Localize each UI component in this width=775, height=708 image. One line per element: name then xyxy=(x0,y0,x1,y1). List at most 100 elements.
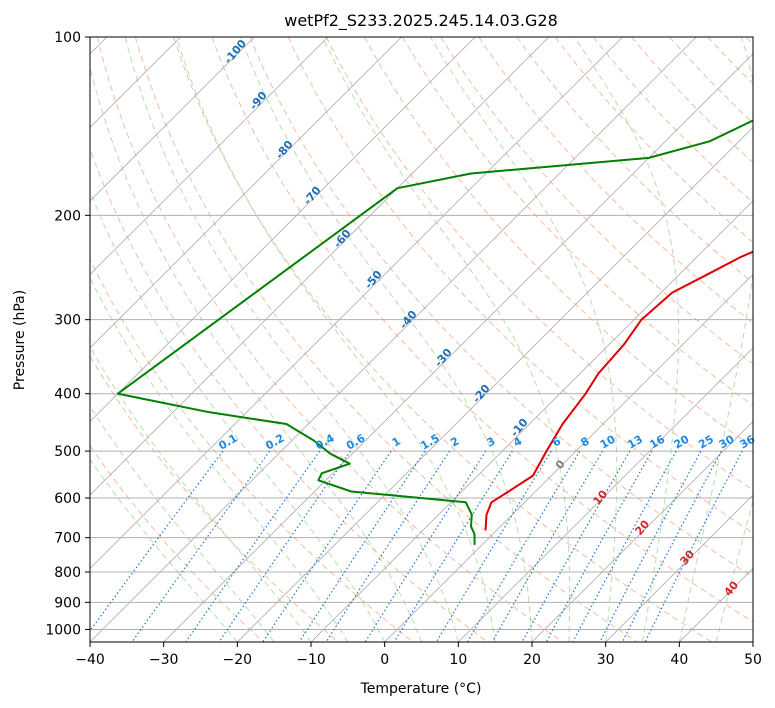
isotherm xyxy=(752,641,753,642)
y-tick-label: 700 xyxy=(54,531,81,547)
mixing-ratio-label: 13 xyxy=(625,433,645,452)
moist-adiabat xyxy=(322,37,571,642)
dewpoint-profile xyxy=(116,119,753,545)
x-tick-label: 30 xyxy=(597,652,615,668)
moist-adiabat xyxy=(90,458,238,642)
dry-adiabat-label: -50 xyxy=(362,268,385,292)
pressure-gridlines xyxy=(90,37,753,630)
y-tick-label: 300 xyxy=(54,313,81,329)
mixing-ratio-label: 6 xyxy=(550,434,563,449)
moist-adiabat xyxy=(175,37,496,642)
dry-adiabat xyxy=(592,37,753,203)
mixing-ratio-line xyxy=(621,450,722,642)
y-tick-label: 600 xyxy=(54,491,81,507)
moist-adiabat xyxy=(90,276,349,642)
mixing-ratio-lines xyxy=(90,450,743,642)
chart-title: wetPf2_S233.2025.245.14.03.G28 xyxy=(284,11,558,31)
dry-adiabat xyxy=(287,37,753,534)
mixing-ratio-line xyxy=(393,450,513,642)
dry-adiabat-label: -10 xyxy=(508,416,531,440)
mixing-ratio-label: 4 xyxy=(511,434,524,449)
mixing-ratio-label: 1 xyxy=(390,435,403,450)
dry-adiabat xyxy=(90,355,339,642)
mixing-ratio-label: 25 xyxy=(696,433,716,452)
moist-adiabat xyxy=(90,65,422,642)
x-axis-label: Temperature (°C) xyxy=(360,681,482,697)
dry-adiabat xyxy=(211,37,753,623)
mixing-ratio-label: 36 xyxy=(738,432,758,451)
mixing-ratio-label: 2 xyxy=(448,435,461,450)
mixing-ratio-line xyxy=(325,450,451,642)
mixing-ratio-label: 8 xyxy=(579,435,592,450)
moist-adiabat xyxy=(124,37,459,642)
y-tick-label: 400 xyxy=(54,387,81,403)
dry-adiabat-label: -90 xyxy=(247,89,270,113)
mixing-ratio-line xyxy=(466,450,581,642)
mixing-ratio-line xyxy=(262,450,392,642)
mixing-ratio-label: 0.6 xyxy=(344,431,368,452)
mixing-ratio-label: 0.1 xyxy=(216,432,239,453)
mixing-ratio-label: 30 xyxy=(717,432,737,451)
moist-adiabat xyxy=(90,405,275,642)
y-tick-label: 200 xyxy=(54,208,81,224)
moist-adiabat-label: 20 xyxy=(632,517,652,537)
x-tick-label: 20 xyxy=(523,652,541,668)
isotherm xyxy=(237,126,753,642)
y-tick-label: 800 xyxy=(54,565,81,581)
isotherm xyxy=(384,273,753,642)
mixing-ratio-label: 10 xyxy=(598,432,618,451)
isotherm xyxy=(531,420,753,642)
x-tick-label: −20 xyxy=(223,652,253,668)
isotherm xyxy=(90,37,550,496)
mixing-ratio-line xyxy=(572,450,677,642)
y-tick-label: 500 xyxy=(54,444,81,460)
mixing-ratio-line xyxy=(521,450,631,642)
x-tick-label: −10 xyxy=(296,652,326,668)
dry-adiabat xyxy=(745,37,753,46)
dry-adiabat xyxy=(554,37,753,243)
dry-adiabat xyxy=(173,37,712,642)
dry-adiabat xyxy=(249,37,753,578)
x-tick-label: −30 xyxy=(149,652,179,668)
mixing-ratio-label: 3 xyxy=(485,435,498,450)
plot-frame xyxy=(89,36,754,643)
y-axis-ticks: 1000 900 800 700 600 500 400 300 200 100 xyxy=(45,30,90,638)
moist-adiabat xyxy=(752,640,753,642)
mixing-ratio-line xyxy=(131,450,271,642)
moist-adiabat xyxy=(430,37,618,642)
temperature-profile xyxy=(484,250,753,531)
isotherm xyxy=(90,37,402,349)
moist-adiabat xyxy=(90,346,312,642)
mixing-ratio-label: 16 xyxy=(647,432,667,451)
plot-area xyxy=(90,37,753,642)
dry-adiabat xyxy=(90,444,264,642)
moist-adiabat-label: 40 xyxy=(721,578,741,598)
moist-adiabat xyxy=(715,499,753,642)
profile-series xyxy=(116,119,753,545)
x-tick-label: −40 xyxy=(75,652,105,668)
mixing-ratio-line xyxy=(218,450,351,642)
dry-adiabat-label: -100 xyxy=(221,37,249,67)
dry-adiabat-label: -70 xyxy=(301,184,324,208)
isotherm xyxy=(163,53,753,642)
isotherms xyxy=(90,37,753,642)
x-tick-label: 40 xyxy=(670,652,688,668)
y-tick-label: 900 xyxy=(54,595,81,611)
isotherm xyxy=(679,567,753,642)
mixing-ratio-line xyxy=(491,450,604,642)
y-axis-label: Pressure (hPa) xyxy=(12,290,28,390)
moist-adiabat xyxy=(240,37,533,642)
x-tick-label: 0 xyxy=(380,652,389,668)
moist-adiabat xyxy=(90,189,386,642)
dry-adiabat xyxy=(134,37,638,642)
isotherm xyxy=(605,494,753,642)
moist-adiabat-label: 30 xyxy=(677,547,697,567)
moist-adiabats xyxy=(90,37,753,642)
dry-adiabat xyxy=(90,258,414,642)
dry-adiabat xyxy=(402,37,753,406)
mixing-ratio-line xyxy=(545,450,653,642)
x-axis-ticks: −40 −30 −20 −10 0 10 20 30 40 50 xyxy=(75,642,762,668)
dry-adiabats xyxy=(90,37,753,642)
dry-adiabat-label: -20 xyxy=(470,382,493,406)
